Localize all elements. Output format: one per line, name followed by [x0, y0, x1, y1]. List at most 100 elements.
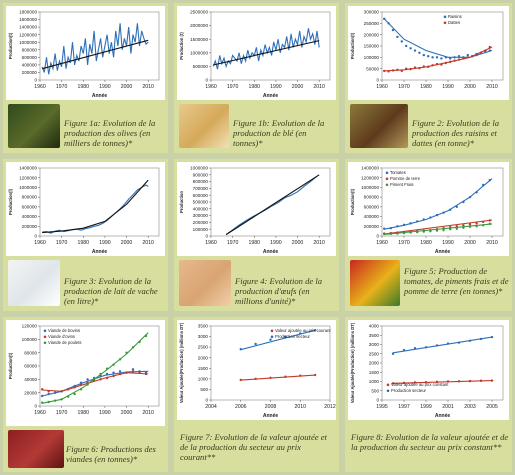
y-tick-label: 500000: [193, 200, 209, 205]
data-point: [442, 228, 445, 232]
y-tick-label: 20000: [24, 390, 37, 395]
data-point: [131, 368, 135, 371]
x-tick-label: 1980: [77, 240, 89, 246]
chart-7: 0 500 1000 1500 2000 2500 3000 3500 2004 2006 2008…: [177, 320, 336, 420]
legend-label: Valeur ajoutée au prix constant: [391, 382, 449, 387]
y-axis-label: Production(t): [8, 352, 13, 379]
x-tick-label: 2000: [464, 84, 476, 90]
y-tick-label: 600000: [364, 204, 380, 209]
y-tick-label: 2500000: [190, 10, 208, 15]
y-tick-label: 1200000: [19, 175, 37, 180]
legend-marker: [270, 329, 274, 333]
y-tick-label: 0: [205, 234, 208, 239]
plot-area: [39, 325, 160, 407]
x-tick-label: 1970: [56, 410, 68, 416]
trend-line: [384, 178, 493, 230]
y-tick-label: 80000: [24, 350, 37, 355]
y-tick-label: 800000: [22, 47, 38, 52]
caption-4: Figure 4: Evolution de la production d'œ…: [235, 276, 323, 306]
y-tick-label: 800000: [364, 195, 380, 200]
y-tick-label: 150000: [364, 44, 380, 49]
chart-svg: 0 50000 100000 150000 200000 250000 300000 1960…: [350, 10, 504, 90]
y-tick-label: 120000: [22, 324, 38, 329]
y-tick-label: 50000: [366, 66, 379, 71]
x-tick-label: 2000: [292, 240, 304, 246]
x-axis-label: Année: [92, 249, 108, 255]
x-tick-label: 1980: [248, 84, 260, 90]
chart-1a: 0 200000 400000 600000 800000 1000000 1200000 1…: [6, 6, 165, 100]
y-tick-label: 600000: [22, 55, 38, 60]
y-tick-label: 900000: [193, 172, 209, 177]
y-tick-label: 400000: [364, 214, 380, 219]
y-tick-label: 0: [376, 78, 379, 83]
x-tick-label: 1960: [205, 240, 217, 246]
trend-line: [240, 374, 316, 381]
caption-8: Figure 8: Evolution de la valeur ajoutée…: [351, 432, 509, 452]
x-tick-label: 2010: [313, 84, 325, 90]
x-axis-label: Année: [435, 413, 451, 419]
y-tick-label: 3500: [369, 333, 380, 338]
x-tick-label: 2001: [442, 404, 454, 410]
y-tick-label: 1000000: [361, 185, 379, 190]
x-tick-label: 2000: [121, 84, 133, 90]
plot-area: [210, 325, 331, 401]
y-tick-label: 700000: [193, 186, 209, 191]
x-tick-label: 1980: [420, 240, 432, 246]
x-tick-label: 1997: [398, 404, 410, 410]
data-point: [466, 53, 469, 57]
data-point: [490, 379, 494, 382]
y-tick-label: 300000: [193, 213, 209, 218]
y-tick-label: 40000: [24, 377, 37, 382]
y-tick-label: 1000000: [190, 166, 208, 171]
legend-label: Viande d'ovins: [48, 334, 75, 339]
data-point: [391, 28, 395, 32]
plot-area: [381, 11, 504, 81]
data-point: [475, 222, 478, 225]
y-tick-label: 2500: [369, 351, 380, 356]
y-tick-label: 1000: [198, 376, 209, 381]
y-tick-label: 1400000: [361, 166, 379, 171]
legend-label: Viande de poulets: [48, 340, 81, 345]
legend-marker: [386, 383, 390, 387]
trend-line: [392, 380, 493, 384]
legend-marker: [443, 21, 447, 25]
legend-marker: [386, 389, 390, 393]
y-tick-label: 400000: [22, 62, 38, 67]
y-tick-label: 1500: [369, 370, 380, 375]
legend-label: Raisins: [448, 14, 462, 19]
data-point: [418, 51, 421, 54]
y-tick-label: 0: [376, 398, 379, 403]
caption-7: Figure 7: Evolution de la valeur ajoutée…: [180, 432, 327, 462]
chart-svg: 0 500 1000 1500 2000 2500 3000 3500 2004 2006 2008…: [179, 322, 336, 419]
trend-line: [384, 219, 493, 235]
wheat-photo: [179, 104, 229, 148]
y-tick-label: 500: [371, 388, 379, 393]
x-tick-label: 2000: [121, 240, 133, 246]
trend-line: [225, 174, 320, 236]
x-tick-label: 1960: [376, 240, 388, 246]
chart-svg: 0 200000 400000 600000 800000 1000000 1200000 1…: [350, 166, 504, 255]
data-point: [118, 370, 122, 373]
x-tick-label: 1980: [248, 240, 260, 246]
legend-label: Piment Frais: [390, 182, 414, 187]
x-tick-label: 2000: [292, 84, 304, 90]
x-tick-label: 1960: [376, 84, 388, 90]
x-tick-label: 2010: [142, 240, 154, 246]
chart-svg: 0 500 1000 1500 2000 2500 3000 3500 4000 1995 1997…: [350, 322, 504, 419]
x-tick-label: 1960: [34, 84, 46, 90]
milk-photo: [8, 260, 60, 306]
y-tick-label: 200000: [22, 70, 38, 75]
y-tick-label: 2500: [198, 345, 209, 350]
plot-area: [39, 167, 160, 237]
y-tick-label: 300000: [364, 10, 380, 15]
data-point: [427, 55, 430, 58]
trend-line: [240, 329, 316, 351]
data-point: [254, 342, 257, 346]
data-point: [455, 227, 458, 230]
y-tick-label: 1400000: [19, 25, 37, 30]
trend-line: [42, 39, 149, 70]
legend-label: Production secteur: [275, 334, 311, 339]
x-tick-label: 2010: [486, 240, 498, 246]
x-axis-label: Année: [263, 249, 279, 255]
